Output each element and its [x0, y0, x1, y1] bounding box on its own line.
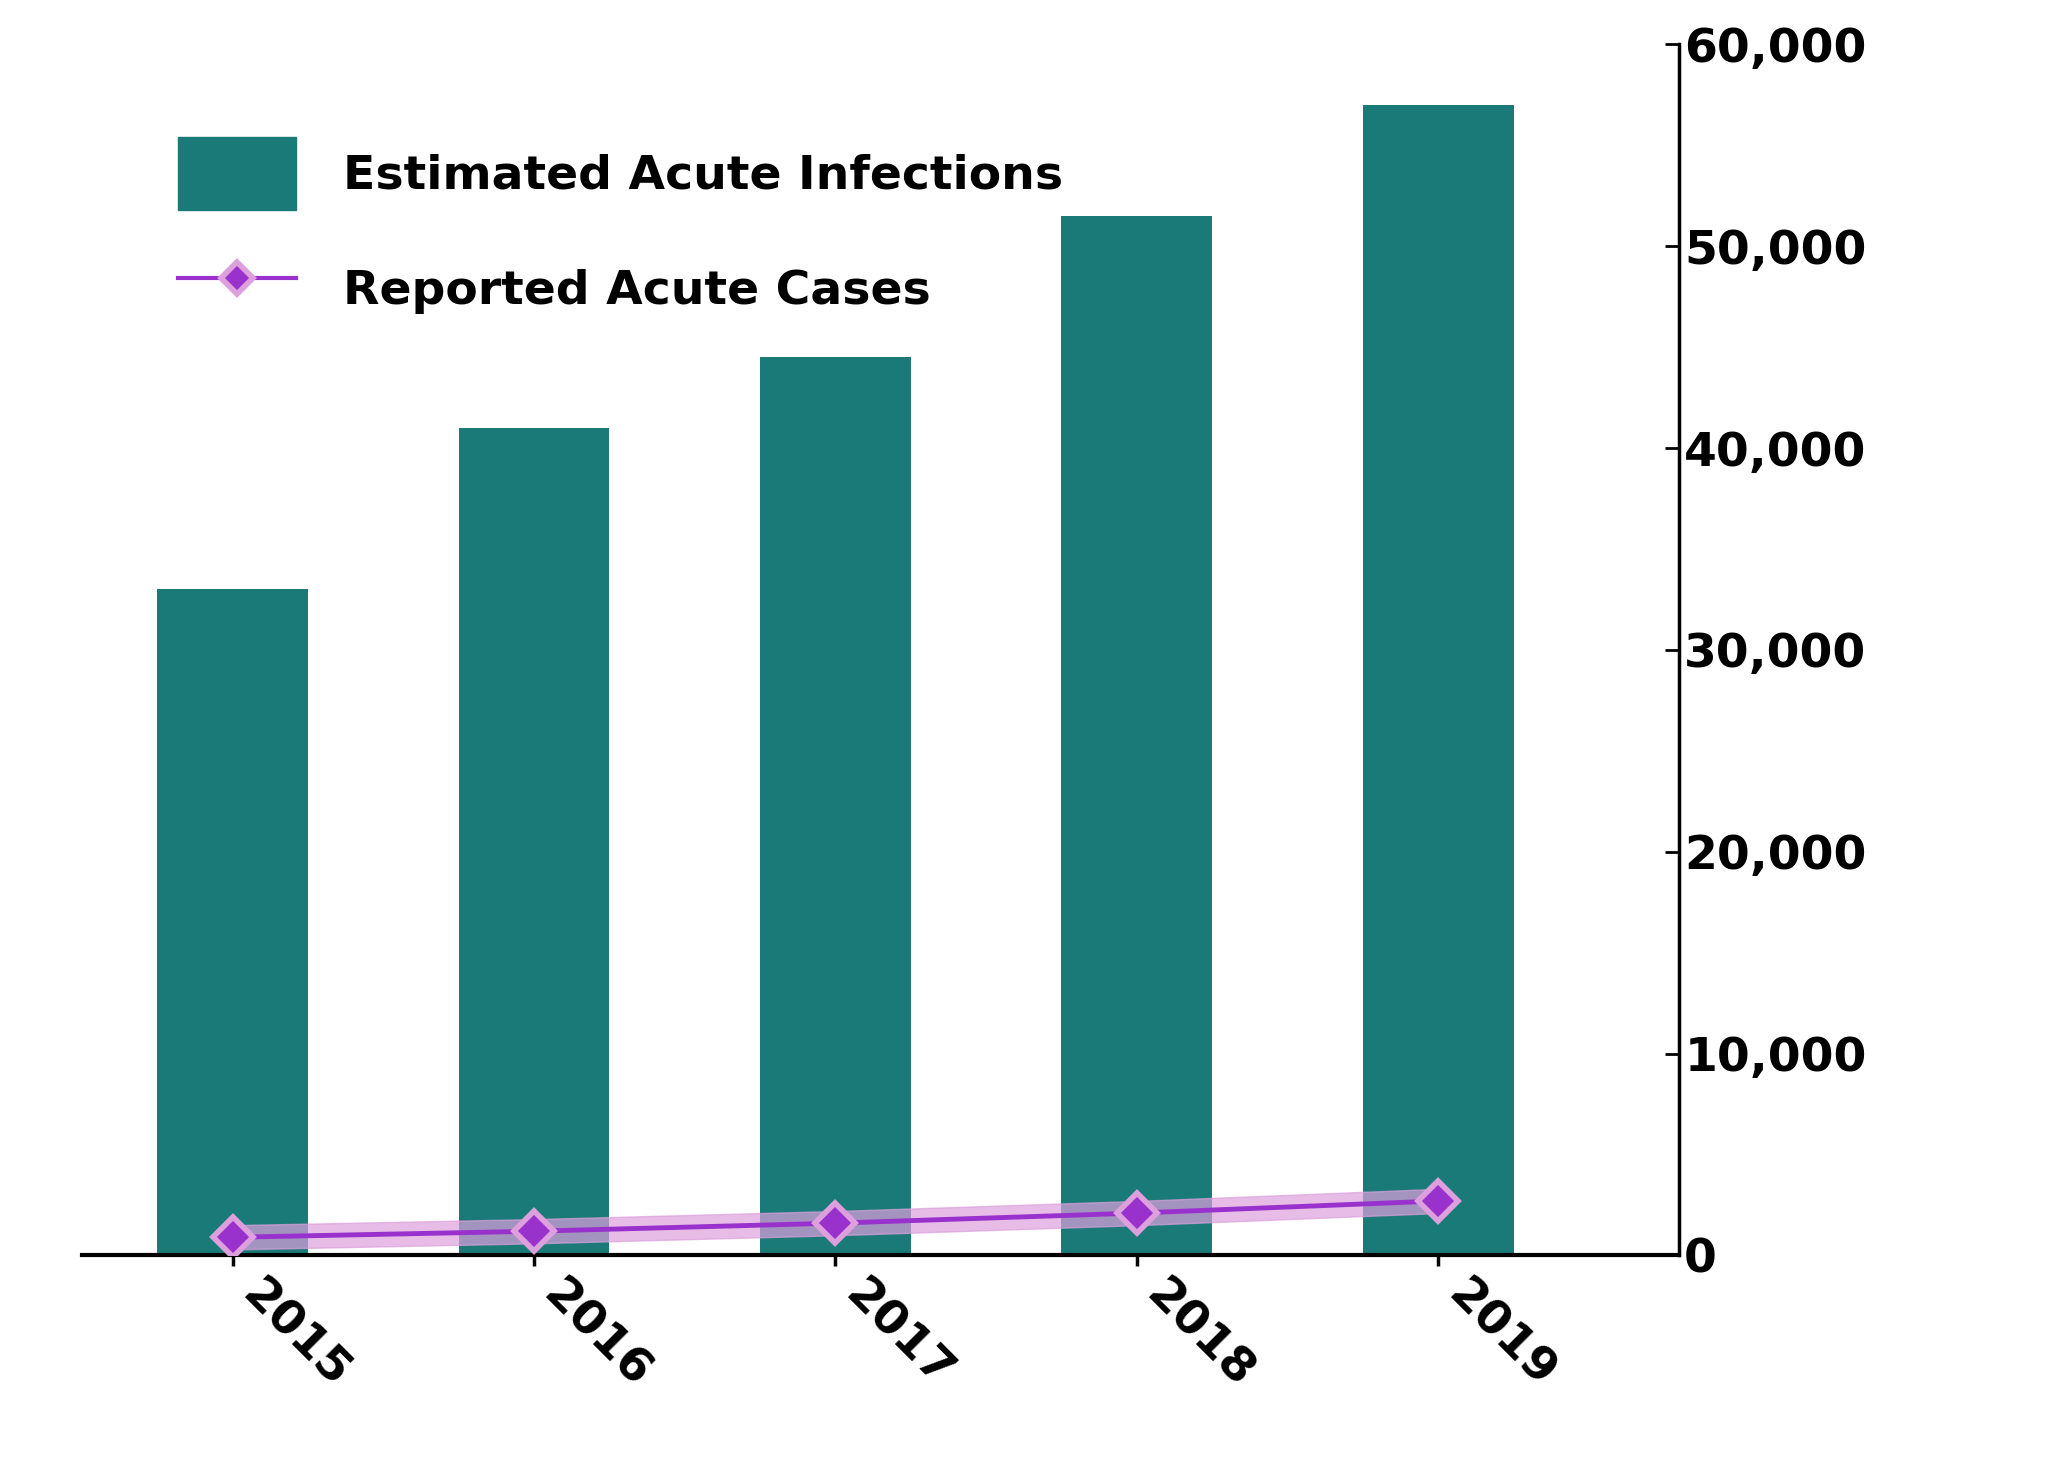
Bar: [459, 428, 610, 1255]
Bar: [1362, 105, 1513, 1255]
Bar: [760, 357, 911, 1255]
Bar: [1061, 216, 1212, 1255]
Bar: [158, 589, 307, 1255]
Legend: Estimated Acute Infections, Reported Acute Cases: Estimated Acute Infections, Reported Acu…: [121, 80, 1120, 381]
